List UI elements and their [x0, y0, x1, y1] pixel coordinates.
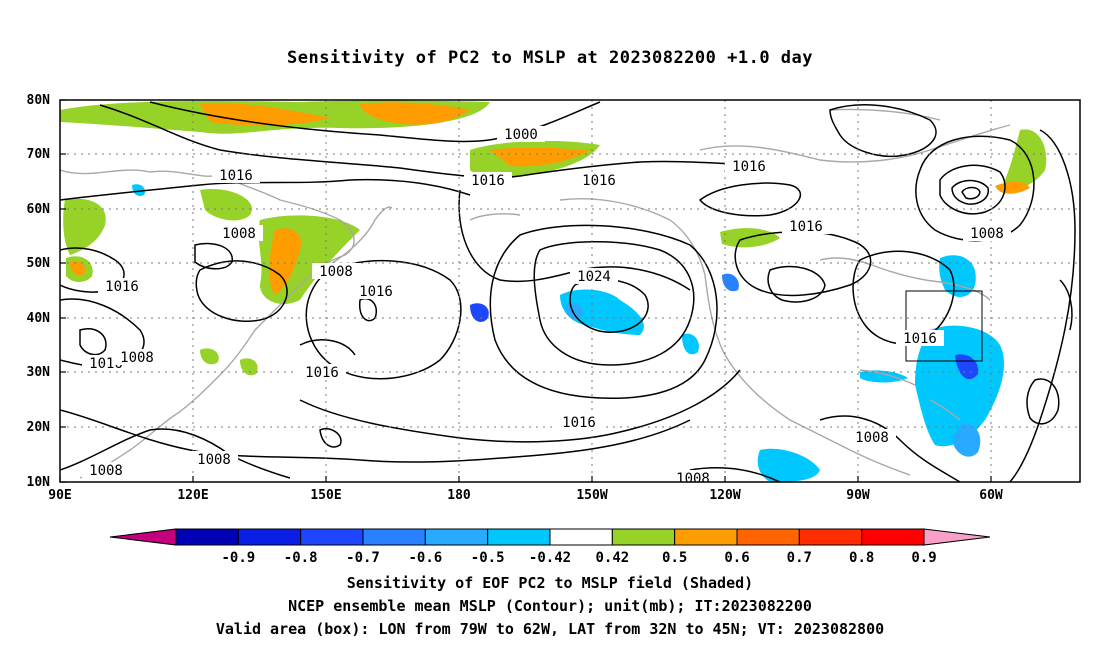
colorbar-tick-label: 0.6 — [724, 550, 749, 566]
contour-label: 1008 — [120, 350, 154, 366]
colorbar-cell — [798, 528, 863, 546]
colorbar: -0.9 -0.8 -0.7 -0.6 -0.5 -0.42 0.42 0.5 0.6 0.7 0.… — [109, 528, 991, 566]
colorbar-cell — [237, 528, 302, 546]
colorbar-cell — [736, 528, 800, 546]
lon-label: 150E — [310, 488, 341, 503]
colorbar-cell — [611, 528, 676, 546]
axis-ticks — [59, 99, 992, 483]
latitude-labels: 80N 70N 60N 50N 40N 30N 20N 10N — [27, 93, 51, 490]
contour-label: 1008 — [89, 463, 123, 479]
lon-label: 90E — [48, 488, 71, 503]
contour-label: 1008 — [676, 471, 710, 487]
colorbar-tick-label: 0.9 — [911, 550, 936, 566]
colorbar-cell — [923, 528, 991, 546]
colorbar-tick-label: 0.42 — [595, 550, 629, 566]
contour-labels: 1000 1016 1016 1016 1016 1008 1008 1016 … — [82, 126, 1011, 487]
lon-label: 60W — [979, 488, 1003, 503]
map-frame — [59, 99, 1081, 483]
colorbar-cell — [674, 528, 738, 546]
contour-label: 1000 — [504, 127, 538, 143]
lat-label: 40N — [27, 311, 51, 326]
contour-label: 1008 — [970, 226, 1004, 242]
contour-label: 1008 — [319, 264, 353, 280]
lon-label: 90W — [846, 488, 870, 503]
colorbar-tick-label: 0.8 — [849, 550, 874, 566]
contour-label: 1016 — [219, 168, 253, 184]
colorbar-cell — [549, 528, 613, 546]
lat-label: 50N — [27, 256, 51, 271]
contour-label: 1016 — [562, 415, 596, 431]
lat-label: 20N — [27, 420, 51, 435]
contour-label: 1008 — [855, 430, 889, 446]
colorbar-cell — [861, 528, 925, 546]
contour-label: 1016 — [789, 219, 823, 235]
contour-label: 1016 — [105, 279, 139, 295]
colorbar-tick-label: -0.7 — [346, 550, 380, 566]
lon-label: 180 — [447, 488, 471, 503]
colorbar-cell — [424, 528, 489, 546]
lat-label: 30N — [27, 365, 51, 380]
caption-contour: NCEP ensemble mean MSLP (Contour); unit(… — [288, 597, 812, 615]
grid-lines — [60, 100, 1080, 482]
mslp-contours — [60, 101, 1076, 482]
colorbar-tick-label: 0.5 — [662, 550, 687, 566]
caption-valid-area: Valid area (box): LON from 79W to 62W, L… — [215, 620, 885, 638]
colorbar-tick-label: 0.7 — [787, 550, 812, 566]
coastlines — [60, 108, 1011, 479]
colorbar-tick-label: -0.42 — [529, 550, 571, 566]
lat-label: 60N — [27, 202, 51, 217]
map-panel: 1000 1016 1016 1016 1016 1008 1008 1016 … — [27, 93, 1081, 503]
contour-label: 1008 — [222, 226, 256, 242]
lat-label: 70N — [27, 147, 51, 162]
lon-label: 120W — [709, 488, 740, 503]
colorbar-cell — [362, 528, 426, 546]
lat-label: 10N — [27, 475, 51, 490]
colorbar-cell — [300, 528, 364, 546]
contour-label: 1016 — [305, 365, 339, 381]
shaded-positive-regions — [60, 100, 1047, 376]
colorbar-cell — [109, 528, 177, 546]
valid-area-box — [905, 290, 983, 362]
colorbar-tick-label: -0.6 — [408, 550, 442, 566]
caption-shaded: Sensitivity of EOF PC2 to MSLP field (Sh… — [346, 574, 754, 592]
contour-label: 1016 — [582, 173, 616, 189]
contour-label: 1016 — [359, 284, 393, 300]
colorbar-tick-label: -0.9 — [221, 550, 255, 566]
colorbar-tick-label: -0.5 — [471, 550, 505, 566]
contour-label: 1024 — [577, 269, 611, 285]
chart-title: Sensitivity of PC2 to MSLP at 2023082200… — [286, 48, 813, 68]
colorbar-cell — [487, 528, 551, 546]
longitude-labels: 90E 120E 150E 180 150W 120W 90W 60W — [48, 488, 1003, 503]
colorbar-cell — [175, 528, 239, 546]
colorbar-tick-label: -0.8 — [284, 550, 318, 566]
lat-label: 80N — [27, 93, 51, 108]
contour-label: 1016 — [732, 159, 766, 175]
contour-label: 1016 — [471, 173, 505, 189]
lon-label: 120E — [177, 488, 208, 503]
contour-label: 1008 — [197, 452, 231, 468]
contour-label: 1016 — [903, 331, 937, 347]
lon-label: 150W — [576, 488, 607, 503]
